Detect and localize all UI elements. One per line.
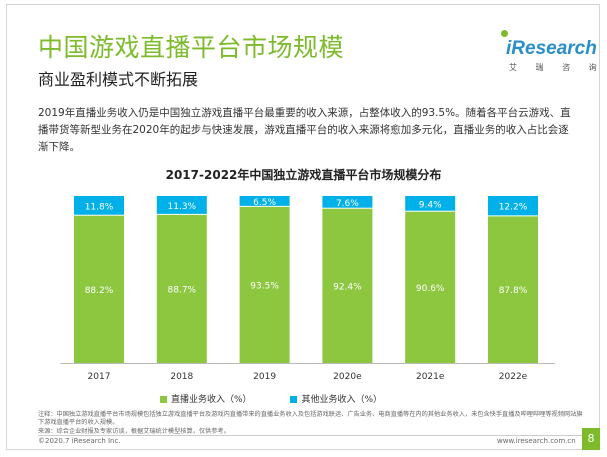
copyright: ©2020.7 iResearch Inc. [38, 437, 121, 445]
bar-other-2017 [74, 196, 124, 215]
x-tick-label-2018: 2018 [170, 372, 193, 382]
data-label-other-2019: 6.5% [253, 198, 276, 208]
x-tick-label-2021e: 2021e [416, 372, 445, 382]
logo-text: iResearch [506, 38, 597, 59]
chart-title: 2017-2022年中国独立游戏直播平台市场规模分布 [165, 168, 442, 182]
chart-legend: 直播业务收入（%） 其他业务收入（%） [160, 392, 418, 405]
bar-live-2022e [488, 216, 538, 363]
x-tick-label-2017: 2017 [88, 372, 111, 382]
legend-item-live: 直播业务收入（%） [160, 392, 252, 405]
bar-live-2021e [405, 211, 456, 363]
data-label-other-2017: 11.8% [85, 202, 114, 212]
bar-live-2018 [156, 214, 207, 363]
legend-swatch-live [160, 396, 167, 403]
data-label-other-2020e: 7.6% [336, 199, 359, 209]
data-label-other-2022e: 12.2% [499, 203, 528, 213]
bar-other-2021e [405, 196, 456, 211]
page-title: 中国游戏直播平台市场规模 [38, 33, 345, 62]
bar-other-2019 [239, 196, 290, 206]
legend-label-live: 直播业务收入（%） [171, 395, 252, 405]
footnote: 注释：中国独立游戏直播平台市场规模包括独立游戏直播平台及游戏内直播带来的直播业务… [38, 411, 583, 435]
legend-swatch-other [290, 396, 298, 403]
page-number: 8 [582, 428, 600, 450]
logo-chinese-text: 艾 瑞 咨 询 [509, 63, 605, 72]
x-tick-label-2022e: 2022e [499, 372, 528, 382]
data-label-other-2021e: 9.4% [419, 200, 442, 210]
data-label-live-2018: 88.7% [168, 285, 197, 295]
bar-live-2020e [322, 208, 373, 363]
bar-other-2018 [156, 196, 207, 214]
legend-label-other: 其他业务收入（%） [301, 395, 382, 405]
bar-other-2022e [488, 196, 538, 216]
iresearch-logo: iResearch 艾 瑞 咨 询 [496, 28, 597, 74]
summary-paragraph: 2019年直播业务收入仍是中国独立游戏直播平台最重要的收入来源，占整体收入的93… [38, 107, 571, 153]
data-label-live-2022e: 87.8% [499, 286, 528, 296]
logo-dot-icon [501, 30, 508, 37]
bar-live-2019 [239, 206, 290, 363]
bar-other-2020e [322, 196, 373, 208]
legend-item-other: 其他业务收入（%） [290, 392, 382, 405]
data-label-live-2021e: 90.6% [416, 284, 445, 294]
data-label-live-2019: 93.5% [250, 281, 279, 291]
website-link[interactable]: www.iresearch.com.cn [497, 437, 576, 445]
data-label-live-2017: 88.2% [85, 286, 114, 296]
footer-divider [38, 435, 583, 436]
data-label-other-2018: 11.3% [168, 202, 197, 212]
bar-live-2017 [74, 215, 124, 363]
x-tick-label-2019: 2019 [253, 372, 276, 382]
x-tick-label-2020e: 2020e [333, 372, 362, 382]
page-subtitle: 商业盈利模式不断拓展 [38, 70, 199, 89]
data-label-live-2020e: 92.4% [333, 282, 362, 292]
